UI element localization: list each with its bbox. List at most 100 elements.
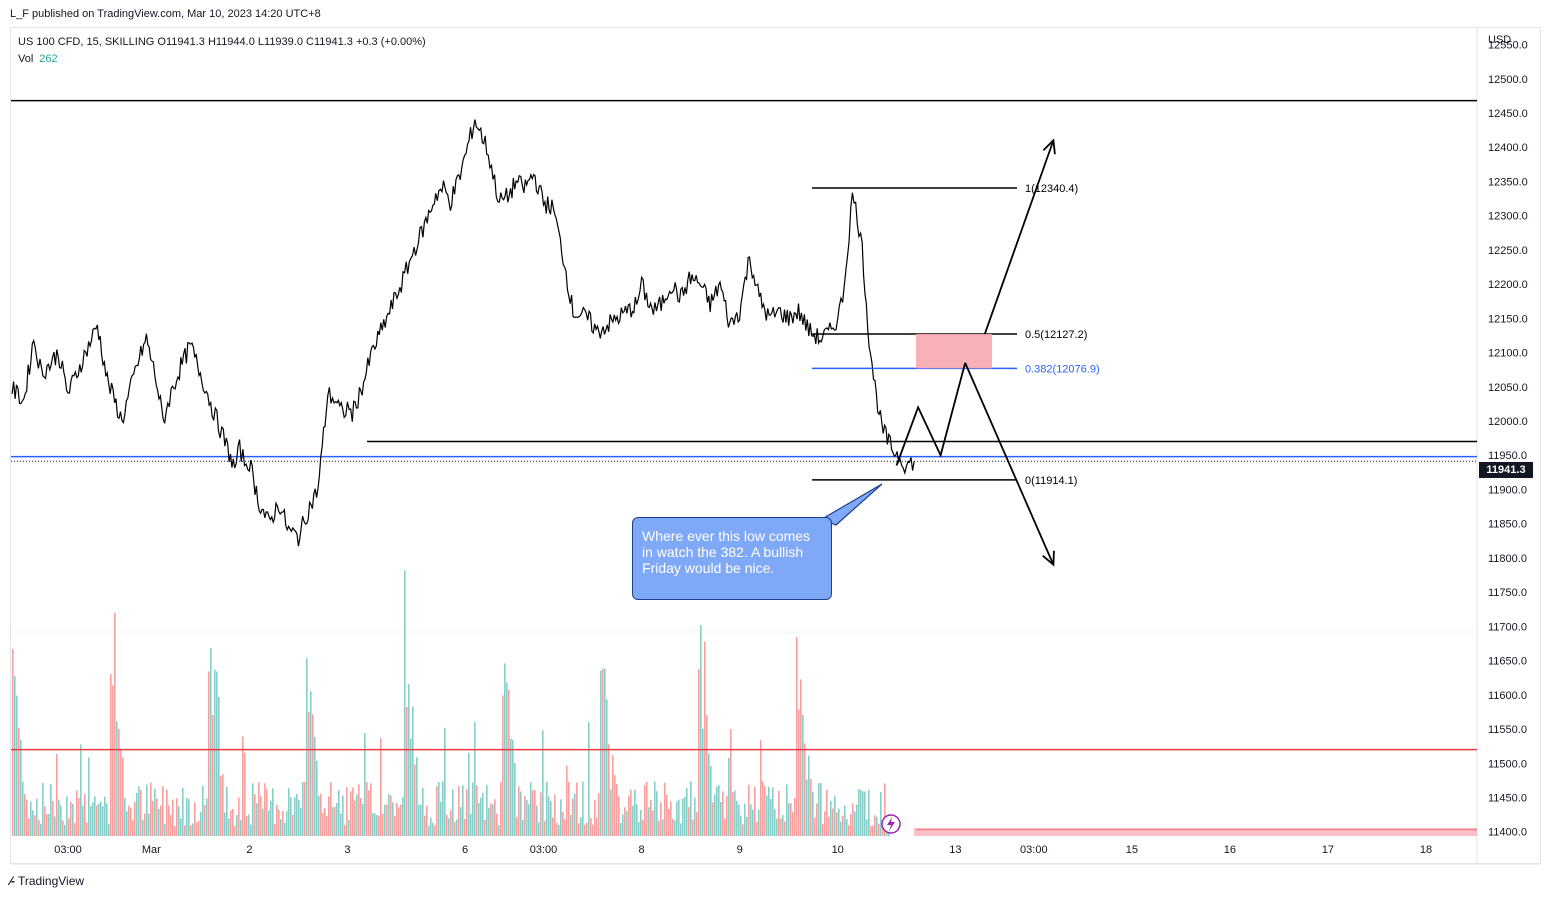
volume-bar <box>270 800 272 836</box>
volume-bar <box>840 821 842 836</box>
volume-bar <box>292 814 294 836</box>
volume-bar <box>668 809 670 836</box>
volume-bar <box>686 788 688 836</box>
volume-bar <box>704 641 706 836</box>
volume-bar <box>440 801 442 836</box>
volume-bar <box>124 797 126 836</box>
volume-bar <box>474 721 476 836</box>
volume-bar <box>364 732 366 836</box>
volume-bar <box>152 800 154 836</box>
volume-bar <box>168 805 170 836</box>
volume-bar <box>376 815 378 836</box>
volume-bar <box>184 825 186 836</box>
volume-bar <box>732 791 734 836</box>
volume-bar <box>444 727 446 836</box>
volume-bar <box>564 819 566 836</box>
volume-bar <box>234 825 236 836</box>
x-tick-label: 6 <box>462 844 468 856</box>
volume-bar <box>778 791 780 836</box>
volume-bar <box>574 793 576 836</box>
volume-bar <box>590 817 592 836</box>
volume-bar <box>626 811 628 836</box>
fib-level-label: 0.382(12076.9) <box>1025 363 1100 375</box>
volume-bar <box>802 714 804 836</box>
symbol-ohlc-line[interactable]: US 100 CFD, 15, SKILLING O11941.3 H11944… <box>18 36 426 48</box>
volume-bar <box>652 810 654 836</box>
y-tick-label: 11850.0 <box>1488 519 1527 531</box>
volume-bar <box>32 810 34 836</box>
volume-bar <box>566 765 568 836</box>
price-axis[interactable]: 12550.0 12500.0 12450.0 12400.0 12350.0 12300… <box>1488 40 1528 839</box>
volume-bar <box>262 808 264 836</box>
volume-bar <box>26 799 28 836</box>
volume-bar <box>860 789 862 836</box>
volume-bar <box>360 797 362 836</box>
volume-bar <box>728 757 730 836</box>
currency-label: USD <box>1488 34 1512 46</box>
volume-bar <box>638 822 640 836</box>
volume-bar <box>526 800 528 836</box>
volume-bar <box>134 801 136 836</box>
x-tick-label: 03:00 <box>530 844 558 856</box>
time-axis[interactable]: 03:00 Mar 2 3 6 03:00 8 9 10 13 03:00 15 16 17 18 <box>54 844 1432 856</box>
volume-bar <box>150 782 152 836</box>
y-tick-label: 12100.0 <box>1488 348 1528 360</box>
y-tick-label: 12200.0 <box>1488 279 1528 291</box>
volume-bar <box>832 808 834 836</box>
volume-zone <box>914 828 1477 836</box>
volume-bar <box>772 787 774 836</box>
volume-bar <box>178 806 180 836</box>
projection-up-arrow-head <box>1042 138 1056 155</box>
volume-bar <box>560 799 562 836</box>
volume-bar <box>278 809 280 836</box>
volume-bar <box>16 695 18 836</box>
volume-bar <box>304 782 306 836</box>
volume-bar <box>588 722 590 836</box>
volume-bar <box>344 824 346 836</box>
volume-bar <box>240 819 242 836</box>
volume-bar <box>864 791 866 836</box>
volume-bar <box>524 796 526 836</box>
volume-bar <box>606 699 608 836</box>
volume-bar <box>218 696 220 836</box>
volume-bar <box>780 818 782 836</box>
volume-bar <box>158 809 160 836</box>
volume-bar <box>688 807 690 836</box>
volume-bar <box>544 820 546 836</box>
volume-legend[interactable]: Vol 262 <box>18 51 426 68</box>
volume-bar <box>570 814 572 836</box>
misc-layer <box>881 814 901 834</box>
annotation-callout[interactable]: Where ever this low comes in watch the 3… <box>632 517 832 600</box>
volume-bar <box>442 781 444 836</box>
volume-bar <box>512 739 514 836</box>
volume-bar <box>146 784 148 836</box>
volume-bar <box>230 810 232 836</box>
volume-bar <box>542 730 544 836</box>
volume-bar <box>220 776 222 836</box>
volume-bar <box>842 815 844 836</box>
volume-bar <box>324 808 326 836</box>
volume-bar <box>548 796 550 836</box>
footer-brand[interactable]: ⁄‑ TradingView <box>10 874 84 888</box>
volume-bar <box>44 806 46 836</box>
volume-bar <box>464 819 466 836</box>
volume-bar <box>274 824 276 836</box>
volume-bar <box>528 804 530 836</box>
volume-bar <box>164 823 166 836</box>
x-tick-label: 13 <box>949 844 961 856</box>
volume-bar <box>346 787 348 836</box>
volume-bar <box>642 819 644 836</box>
volume-bar <box>60 805 62 836</box>
x-tick-label: 9 <box>737 844 743 856</box>
volume-bar <box>320 793 322 836</box>
volume-bar <box>334 806 336 836</box>
volume-bar <box>514 763 516 836</box>
volume-bar <box>354 800 356 836</box>
y-tick-label: 12050.0 <box>1488 382 1528 394</box>
volume-bar <box>604 668 606 836</box>
volume-bar <box>30 801 32 836</box>
volume-bar <box>808 755 810 836</box>
volume-bar <box>756 821 758 836</box>
volume-bar <box>872 825 874 836</box>
